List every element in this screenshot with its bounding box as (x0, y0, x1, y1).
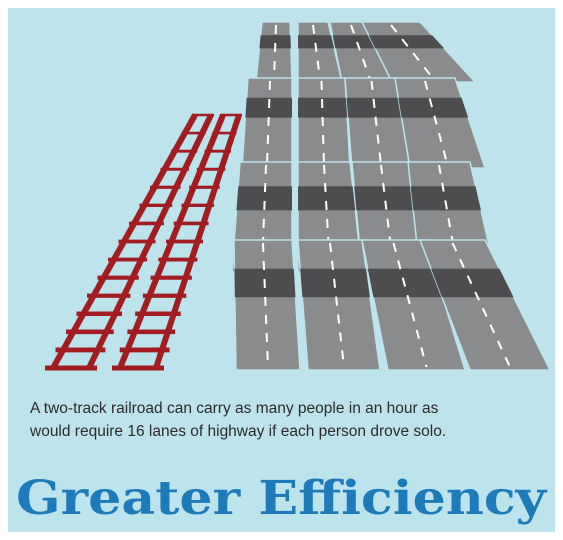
illustration: A two-track railroad can carry as many p… (0, 0, 563, 540)
caption-line: would require 16 lanes of highway if eac… (29, 423, 446, 440)
lane (256, 22, 292, 82)
lane-shadow (369, 35, 445, 48)
lane-shadow (431, 269, 514, 298)
title: Greater Efficiency (16, 471, 548, 526)
lane-shadow (368, 269, 443, 298)
caption-line: A two-track railroad can carry as many p… (30, 400, 439, 417)
lane-shadow (398, 98, 468, 118)
lane (234, 240, 300, 370)
infographic: A two-track railroad can carry as many p… (0, 0, 563, 540)
